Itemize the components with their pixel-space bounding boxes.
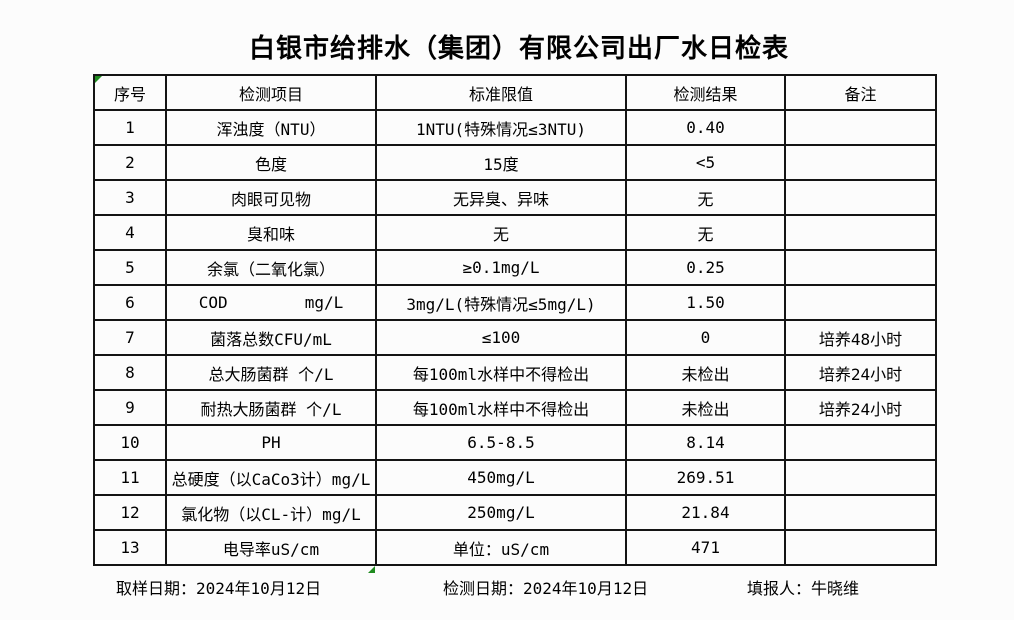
- cell-index: 10: [93, 424, 167, 461]
- cell-index: 9: [93, 389, 167, 426]
- cell-result: 无: [625, 214, 786, 251]
- cell-remark: [784, 144, 937, 181]
- inspection-table: 序号 检测项目 标准限值 检测结果 备注 1 浑浊度（NTU） 1NTU(特殊情…: [93, 74, 937, 566]
- cell-limit: ≤100: [375, 319, 627, 356]
- cell-item: 臭和味: [165, 214, 377, 251]
- cell-index: 4: [93, 214, 167, 251]
- table-row: 9 耐热大肠菌群 个/L 每100ml水样中不得检出 未检出 培养24小时: [93, 389, 937, 426]
- table-row: 8 总大肠菌群 个/L 每100ml水样中不得检出 未检出 培养24小时: [93, 354, 937, 391]
- cell-item: 氯化物（以CL-计）mg/L: [165, 494, 377, 531]
- cell-item: 浑浊度（NTU）: [165, 109, 377, 146]
- cell-index: 12: [93, 494, 167, 531]
- sampling-date: 取样日期：2024年10月12日: [116, 575, 321, 599]
- cell-index: 1: [93, 109, 167, 146]
- cell-result: 1.50: [625, 284, 786, 321]
- cell-item: 色度: [165, 144, 377, 181]
- cell-remark: 培养48小时: [784, 319, 937, 356]
- sampling-date-value: 2024年10月12日: [196, 579, 322, 598]
- cell-limit: 无: [375, 214, 627, 251]
- cell-limit: 450mg/L: [375, 459, 627, 496]
- cell-index: 11: [93, 459, 167, 496]
- cell-index: 5: [93, 249, 167, 286]
- cell-index: 2: [93, 144, 167, 181]
- cell-item: 余氯（二氧化氯）: [165, 249, 377, 286]
- cell-result: 未检出: [625, 354, 786, 391]
- cell-result: 21.84: [625, 494, 786, 531]
- header-row: 序号 检测项目 标准限值 检测结果 备注: [93, 74, 937, 111]
- cell-remark: [784, 284, 937, 321]
- test-date-label: 检测日期：: [443, 579, 524, 598]
- cell-item: PH: [165, 424, 377, 461]
- cell-remark: [784, 494, 937, 531]
- table-row: 11 总硬度（以CaCo3计）mg/L 450mg/L 269.51: [93, 459, 937, 496]
- column-header-result: 检测结果: [625, 74, 786, 111]
- cell-limit: 每100ml水样中不得检出: [375, 389, 627, 426]
- cell-index: 13: [93, 529, 167, 566]
- cell-index: 7: [93, 319, 167, 356]
- cell-remark: 培养24小时: [784, 354, 937, 391]
- cell-result: 无: [625, 179, 786, 216]
- cell-remark: [784, 249, 937, 286]
- green-fill-handle-icon: [368, 566, 375, 573]
- test-date-value: 2024年10月12日: [523, 579, 649, 598]
- cell-result: 8.14: [625, 424, 786, 461]
- cell-item: 耐热大肠菌群 个/L: [165, 389, 377, 426]
- table-row: 6 COD mg/L 3mg/L(特殊情况≤5mg/L) 1.50: [93, 284, 937, 321]
- footer: 取样日期：2024年10月12日 检测日期：2024年10月12日 填报人：牛晓…: [0, 575, 1014, 599]
- cell-remark: 培养24小时: [784, 389, 937, 426]
- cell-result: 0.25: [625, 249, 786, 286]
- table-row: 3 肉眼可见物 无异臭、异味 无: [93, 179, 937, 216]
- cell-remark: [784, 109, 937, 146]
- reporter-value: 牛晓维: [811, 579, 860, 598]
- reporter: 填报人：牛晓维: [747, 575, 859, 599]
- column-header-index: 序号: [93, 74, 167, 111]
- cell-limit: 250mg/L: [375, 494, 627, 531]
- cell-result: 471: [625, 529, 786, 566]
- cell-item: 肉眼可见物: [165, 179, 377, 216]
- cell-item: 总硬度（以CaCo3计）mg/L: [165, 459, 377, 496]
- table-row: 7 菌落总数CFU/mL ≤100 0 培养48小时: [93, 319, 937, 356]
- cell-remark: [784, 459, 937, 496]
- cell-limit: 单位：uS/cm: [375, 529, 627, 566]
- reporter-label: 填报人：: [747, 579, 812, 598]
- cell-limit: 1NTU(特殊情况≤3NTU): [375, 109, 627, 146]
- column-header-limit: 标准限值: [375, 74, 627, 111]
- cell-result: 0.40: [625, 109, 786, 146]
- cell-limit: ≥0.1mg/L: [375, 249, 627, 286]
- sampling-date-label: 取样日期：: [116, 579, 197, 598]
- cell-limit: 每100ml水样中不得检出: [375, 354, 627, 391]
- page-title: 白银市给排水（集团）有限公司出厂水日检表: [248, 34, 789, 64]
- cell-limit: 15度: [375, 144, 627, 181]
- cell-item: 电导率uS/cm: [165, 529, 377, 566]
- table-row: 5 余氯（二氧化氯） ≥0.1mg/L 0.25: [93, 249, 937, 286]
- cell-result: 0: [625, 319, 786, 356]
- cell-index: 3: [93, 179, 167, 216]
- table-row: 13 电导率uS/cm 单位：uS/cm 471: [93, 529, 937, 566]
- table-row: 1 浑浊度（NTU） 1NTU(特殊情况≤3NTU) 0.40: [93, 109, 937, 146]
- cell-limit: 3mg/L(特殊情况≤5mg/L): [375, 284, 627, 321]
- table-row: 2 色度 15度 <5: [93, 144, 937, 181]
- cell-item: COD mg/L: [165, 284, 377, 321]
- test-date: 检测日期：2024年10月12日: [443, 575, 648, 599]
- cell-item: 菌落总数CFU/mL: [165, 319, 377, 356]
- table-row: 4 臭和味 无 无: [93, 214, 937, 251]
- cell-limit: 6.5-8.5: [375, 424, 627, 461]
- cell-limit: 无异臭、异味: [375, 179, 627, 216]
- cell-index: 6: [93, 284, 167, 321]
- table-row: 10 PH 6.5-8.5 8.14: [93, 424, 937, 461]
- cell-result: 未检出: [625, 389, 786, 426]
- cell-remark: [784, 424, 937, 461]
- cell-index: 8: [93, 354, 167, 391]
- table-row: 12 氯化物（以CL-计）mg/L 250mg/L 21.84: [93, 494, 937, 531]
- cell-remark: [784, 529, 937, 566]
- cell-item: 总大肠菌群 个/L: [165, 354, 377, 391]
- column-header-item: 检测项目: [165, 74, 377, 111]
- cell-remark: [784, 214, 937, 251]
- cell-result: <5: [625, 144, 786, 181]
- cell-result: 269.51: [625, 459, 786, 496]
- column-header-remark: 备注: [784, 74, 937, 111]
- cell-remark: [784, 179, 937, 216]
